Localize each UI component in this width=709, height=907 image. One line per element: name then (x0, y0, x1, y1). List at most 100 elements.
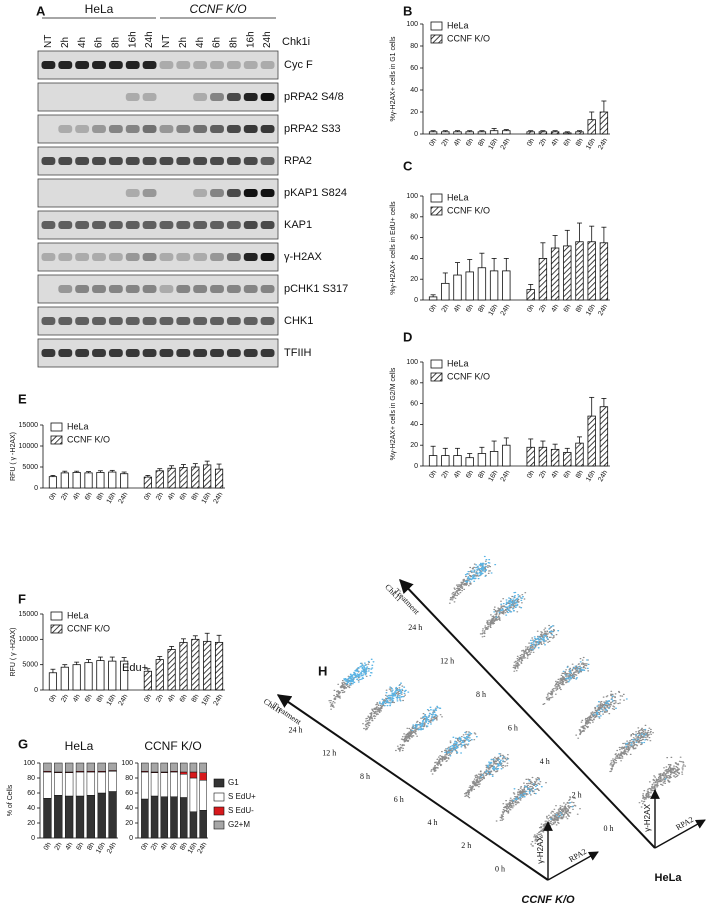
x-axis-label: RPA2 (567, 847, 588, 864)
x-tick-label: 2h (538, 469, 548, 479)
bar (72, 472, 81, 489)
time-label: 8 h (360, 772, 370, 781)
bar-segment (54, 762, 63, 773)
band (92, 125, 106, 133)
band (260, 253, 275, 261)
band (243, 189, 258, 197)
bar (441, 282, 450, 301)
group-label: HeLa (655, 872, 683, 884)
band (58, 285, 73, 293)
bar-segment (108, 791, 117, 839)
bar (538, 446, 548, 467)
band (193, 221, 208, 229)
x-axis-arrow (547, 851, 599, 881)
y-tick-label: 100 (121, 760, 133, 767)
band (58, 317, 73, 325)
bar (191, 466, 200, 489)
bar (203, 640, 212, 691)
y-tick-label: 60 (410, 65, 418, 72)
x-tick-label: 8h (96, 693, 106, 703)
x-tick-label: 24h (212, 491, 224, 505)
x-tick-label: 2h (538, 137, 548, 147)
row-label: γ-H2AX (284, 251, 323, 263)
bar-segment (43, 771, 52, 799)
bar (563, 452, 572, 467)
x-tick-label: 6h (563, 469, 573, 479)
y-axis-label: %γ-H2AX+ cells in G1 cells (390, 36, 397, 122)
band (159, 317, 174, 325)
x-axis-arrow (654, 819, 706, 849)
x-tick-label: 8h (575, 137, 585, 147)
band (159, 157, 174, 165)
band (108, 157, 123, 165)
legend-label: HeLa (67, 421, 89, 431)
y-tick-label: 0 (129, 835, 133, 842)
bar-segment (199, 810, 207, 839)
x-tick-label: 2h (155, 491, 165, 501)
bar (489, 130, 499, 135)
band (193, 125, 208, 133)
x-tick-label: 24h (500, 303, 512, 317)
x-tick-label: 4h (453, 469, 463, 479)
bar (453, 131, 462, 135)
y-tick-label: 0 (31, 835, 35, 842)
legend-label: G2+M (228, 820, 250, 829)
band (260, 189, 275, 197)
band (210, 285, 224, 293)
lane-label: NT (43, 35, 54, 48)
x-tick-label: 24h (500, 137, 512, 151)
x-tick-label: 0h (143, 693, 153, 703)
bar (441, 455, 450, 467)
blot-strip (37, 306, 279, 336)
time-label: 24 h (408, 623, 422, 632)
legend-label: HeLa (447, 358, 469, 368)
y-tick-label: 10000 (19, 636, 39, 643)
band (41, 349, 56, 357)
band (75, 253, 90, 261)
band (142, 349, 157, 357)
band (210, 125, 224, 133)
bar (155, 659, 164, 691)
bar-segment (150, 762, 159, 773)
row-label: TFIIH (284, 347, 312, 359)
bar (477, 267, 487, 301)
bar-segment (150, 772, 159, 797)
band (176, 285, 191, 293)
x-tick-label: 16h (187, 841, 199, 855)
y-tick-label: 40 (125, 805, 133, 812)
row-label: pCHK1 S317 (284, 283, 348, 295)
time-label: 4 h (540, 757, 550, 766)
band (159, 349, 174, 357)
band (243, 253, 258, 261)
lane-label: 16h (245, 31, 256, 48)
band (176, 61, 191, 69)
legend-swatch (213, 806, 225, 816)
cell-cloud-highlight (512, 779, 543, 802)
bar-segment (64, 772, 74, 797)
blot-strip (37, 82, 279, 112)
panel-letter: C (403, 158, 413, 173)
y-tick-label: 40 (410, 255, 418, 262)
bar (599, 111, 609, 135)
y-tick-label: 5000 (22, 464, 38, 471)
band (210, 221, 224, 229)
bar (465, 271, 474, 301)
band (243, 93, 258, 101)
cell-cloud (479, 592, 527, 638)
cell-cloud-highlight (479, 753, 509, 778)
bar (60, 472, 69, 489)
bar (587, 119, 596, 135)
group-label: CCNF K/O (521, 894, 575, 906)
band (176, 125, 191, 133)
x-tick-label: 4h (167, 491, 177, 501)
bar (477, 453, 487, 467)
time-label: 6 h (394, 795, 404, 804)
x-tick-label: 16h (201, 693, 213, 707)
band (210, 189, 224, 197)
band (210, 317, 224, 325)
bar (575, 442, 584, 467)
y-tick-label: 0 (414, 297, 418, 304)
x-tick-label: 16h (201, 491, 213, 505)
bar-segment (199, 762, 207, 773)
bar-segment (189, 771, 198, 779)
